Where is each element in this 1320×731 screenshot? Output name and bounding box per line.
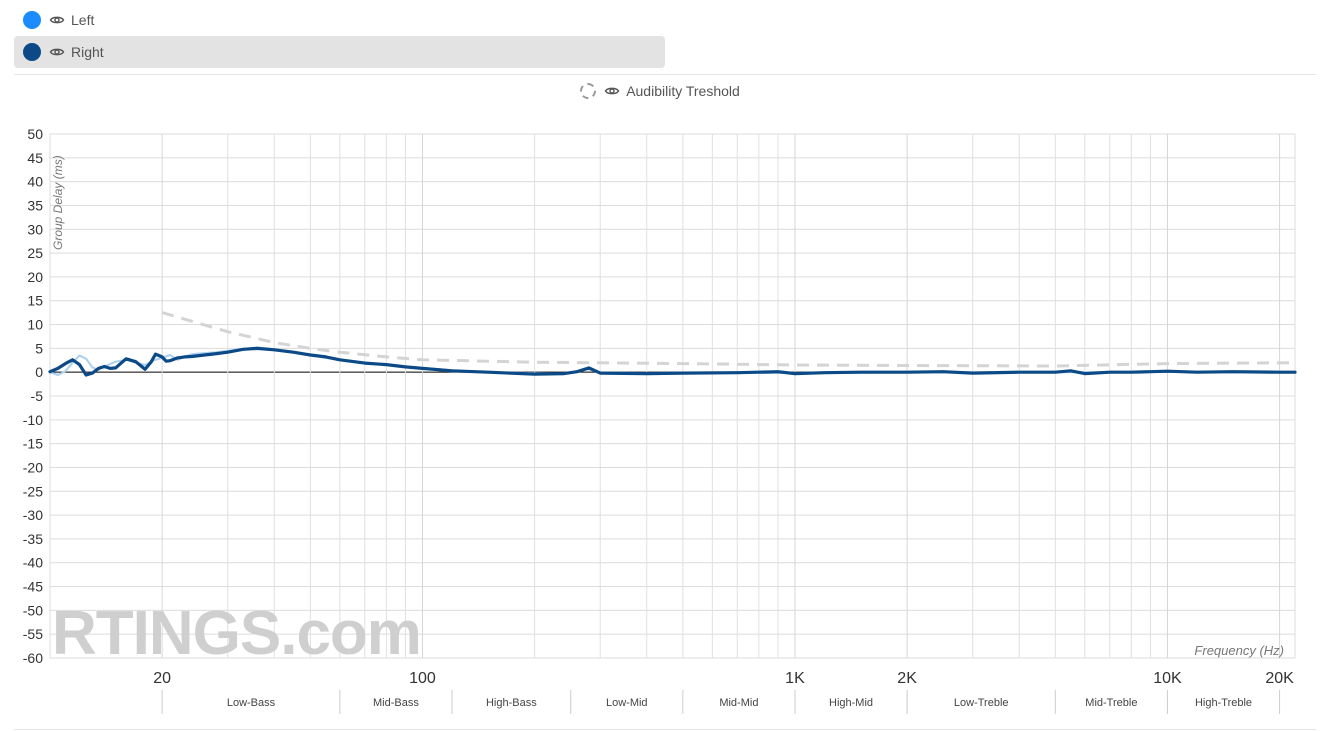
eye-icon[interactable] [49, 44, 65, 60]
legend-divider [14, 74, 1316, 75]
legend-label-threshold: Audibility Treshold [626, 83, 740, 99]
right-color-swatch [23, 43, 41, 61]
y-tick-label: 15 [27, 293, 43, 309]
legend-label-left: Left [71, 12, 95, 28]
legend-item-left[interactable]: Left [14, 4, 665, 36]
y-tick-label: -55 [23, 626, 43, 642]
band-label: Low-Mid [606, 697, 648, 709]
y-tick-label: 40 [27, 174, 43, 190]
y-tick-label: -30 [23, 507, 43, 523]
y-tick-label: 0 [35, 364, 43, 380]
y-tick-label: -40 [23, 555, 43, 571]
y-tick-label: 30 [27, 221, 43, 237]
y-tick-label: 45 [27, 150, 43, 166]
legend-item-threshold[interactable]: Audibility Treshold [0, 80, 1320, 102]
y-tick-label: -50 [23, 602, 43, 618]
band-label: Low-Treble [954, 697, 1009, 709]
eye-icon[interactable] [604, 83, 620, 99]
x-tick-label: 20 [153, 670, 171, 687]
threshold-dashed-swatch [580, 83, 597, 99]
y-tick-label: 20 [27, 269, 43, 285]
y-tick-label: -15 [23, 436, 43, 452]
y-tick-label: -45 [23, 579, 43, 595]
band-label: Mid-Mid [719, 697, 758, 709]
band-label: Mid-Bass [373, 697, 419, 709]
y-tick-label: -35 [23, 531, 43, 547]
legend-item-right[interactable]: Right [14, 36, 665, 68]
y-tick-label: 10 [27, 317, 43, 333]
band-label: Mid-Treble [1085, 697, 1137, 709]
chart-bottom-divider [14, 729, 1316, 730]
y-tick-label: -25 [23, 483, 43, 499]
y-axis-label: Group Delay (ms) [51, 155, 65, 250]
band-label: Low-Bass [227, 697, 276, 709]
y-tick-label: 25 [27, 245, 43, 261]
y-tick-label: -20 [23, 459, 43, 475]
rtings-watermark: RTINGS.com [52, 599, 421, 668]
x-tick-label: 100 [409, 670, 436, 687]
x-axis-label: Frequency (Hz) [1194, 643, 1284, 658]
series-line-audibility-treshold [161, 311, 1296, 368]
y-tick-label: -5 [31, 388, 44, 404]
y-tick-label: 35 [27, 197, 43, 213]
band-label: High-Bass [486, 697, 537, 709]
y-tick-label: 5 [35, 340, 43, 356]
eye-icon[interactable] [49, 12, 65, 28]
x-tick-label: 2K [897, 670, 917, 687]
band-label: High-Mid [829, 697, 873, 709]
legend-label-right: Right [71, 44, 104, 60]
x-tick-label: 1K [785, 670, 805, 687]
x-tick-label: 20K [1265, 670, 1294, 687]
series-line-right [48, 346, 1297, 377]
y-tick-label: 50 [27, 126, 43, 142]
band-label: High-Treble [1195, 697, 1252, 709]
x-tick-label: 10K [1153, 670, 1182, 687]
left-color-swatch [23, 11, 41, 29]
y-tick-label: -10 [23, 412, 43, 428]
y-tick-label: -60 [23, 650, 43, 666]
